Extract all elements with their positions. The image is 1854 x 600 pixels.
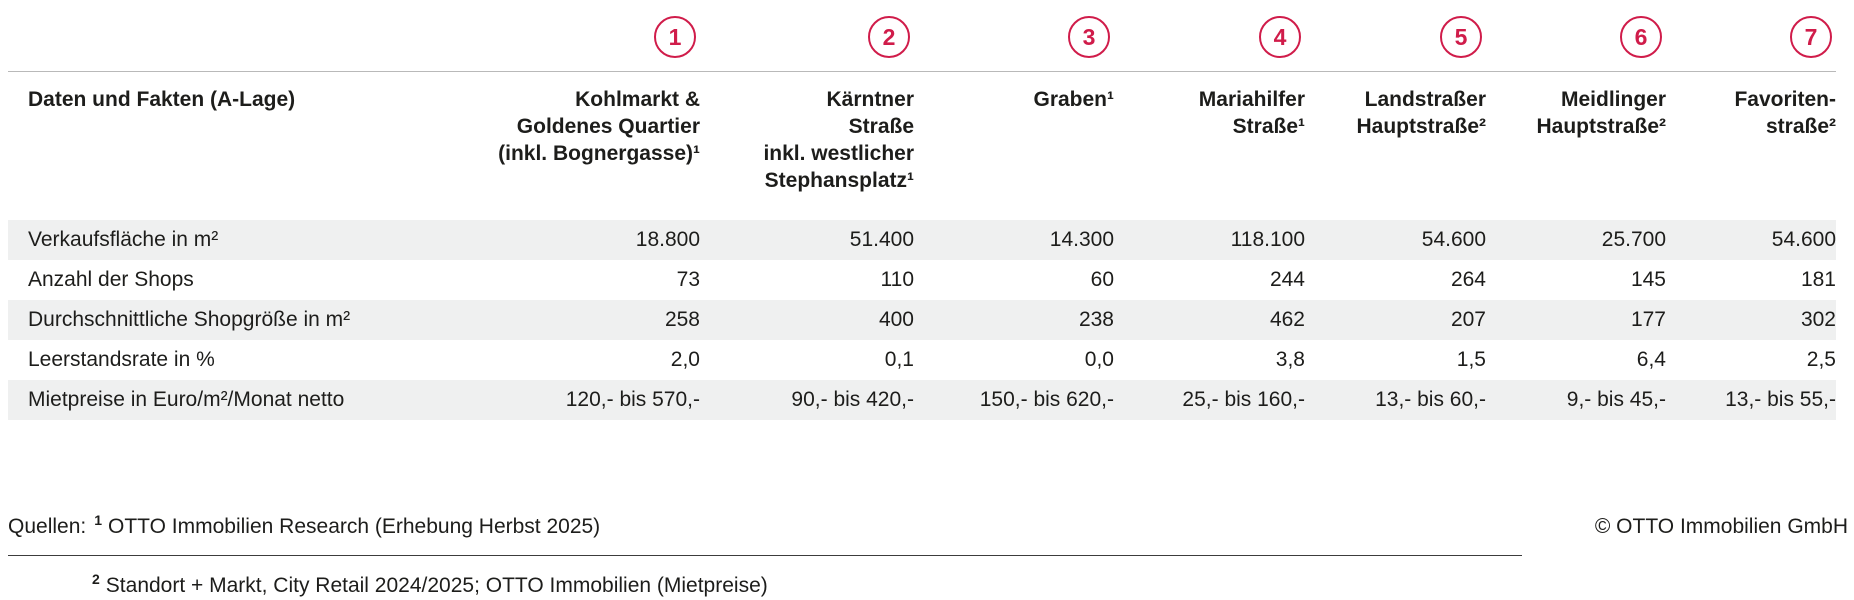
table-row: Verkaufsfläche in m² 18.800 51.400 14.30… [8, 220, 1836, 260]
sources-label: Quellen: [8, 515, 87, 538]
source-2-text: Standort + Markt, City Retail 2024/2025;… [105, 574, 768, 597]
cell-value: 462 [1269, 308, 1305, 331]
footnote-1-superscript: 1 [94, 512, 103, 528]
cell-value: 14.300 [1049, 228, 1114, 251]
cell-value: 13,- bis 60,- [1375, 388, 1486, 411]
cell-value: 0,1 [884, 348, 914, 371]
cell-value: 0,0 [1084, 348, 1114, 371]
cell-value: 51.400 [849, 228, 914, 251]
footer-sources-row: Quellen: 1 OTTO Immobilien Research (Erheb… [8, 506, 1848, 541]
copyright-notice: © OTTO Immobilien GmbH [1594, 515, 1848, 538]
row-label-anzahl-shops: Anzahl der Shops [28, 268, 194, 291]
cell-value: 258 [664, 308, 700, 331]
table-row: Mietpreise in Euro/m²/Monat netto 120,- … [8, 380, 1836, 420]
cell-value: 54.600 [1421, 228, 1486, 251]
row-label-mietpreise: Mietpreise in Euro/m²/Monat netto [28, 388, 345, 411]
data-facts-table: 1 2 3 4 5 6 7 Daten und Fakten (A-Lage) … [8, 0, 1836, 420]
cell-value: 264 [1450, 268, 1486, 291]
cell-value: 110 [880, 268, 914, 291]
location-marker-1: 1 [654, 16, 696, 58]
table-title: Daten und Fakten (A-Lage) [8, 71, 408, 220]
cell-value: 54.600 [1771, 228, 1836, 251]
marker-cell: 5 [1305, 0, 1486, 72]
row-label-leerstandsrate: Leerstandsrate in % [28, 348, 215, 371]
column-header-landstrasser-hauptstrasse: Landstraßer Hauptstraße² [1305, 71, 1486, 220]
column-header-graben: Graben¹ [914, 71, 1114, 220]
cell-value: 60 [1090, 268, 1114, 291]
cell-value: 3,8 [1275, 348, 1305, 371]
column-headers-row: Daten und Fakten (A-Lage) Kohlmarkt & Go… [8, 71, 1836, 220]
row-label-shopgroesse: Durchschnittliche Shopgröße in m² [28, 308, 351, 331]
marker-cell: 6 [1486, 0, 1666, 72]
table-row: Anzahl der Shops 73 110 60 244 264 145 1… [8, 260, 1836, 300]
footnote-2-superscript: 2 [92, 571, 100, 587]
location-marker-7: 7 [1790, 16, 1832, 58]
marker-cell: 7 [1666, 0, 1836, 72]
marker-cell: 3 [914, 0, 1114, 72]
marker-cell: 4 [1114, 0, 1305, 72]
cell-value: 244 [1269, 268, 1305, 291]
sources-note-1: Quellen: 1 OTTO Immobilien Research (Erheb… [8, 506, 600, 541]
cell-value: 181 [1800, 268, 1836, 291]
location-marker-3: 3 [1068, 16, 1110, 58]
footer: Quellen: 1 OTTO Immobilien Research (Erheb… [8, 506, 1848, 600]
cell-value: 73 [676, 268, 700, 291]
cell-value: 238 [1078, 308, 1114, 331]
cell-value: 25,- bis 160,- [1182, 388, 1305, 411]
location-marker-4: 4 [1259, 16, 1301, 58]
column-header-kohlmarkt: Kohlmarkt & Goldenes Quartier (inkl. Bog… [408, 71, 700, 220]
cell-value: 2,5 [1806, 348, 1836, 371]
footer-divider [8, 555, 1522, 556]
column-header-mariahilfer-strasse: Mariahilfer Straße¹ [1114, 71, 1305, 220]
cell-value: 118.100 [1230, 228, 1305, 251]
cell-value: 13,- bis 55,- [1725, 388, 1836, 411]
sources-note-2: 2 Standort + Markt, City Retail 2024/2025… [8, 565, 1848, 600]
column-header-favoritenstrasse: Favoriten- straße² [1666, 71, 1836, 220]
column-header-kaerntner-strasse: Kärntner Straße inkl. westlicher Stephan… [700, 71, 914, 220]
cell-value: 25.700 [1601, 228, 1666, 251]
cell-value: 302 [1800, 308, 1836, 331]
table-row: Durchschnittliche Shopgröße in m² 258 40… [8, 300, 1836, 340]
table-row: Leerstandsrate in % 2,0 0,1 0,0 3,8 1,5 … [8, 340, 1836, 380]
cell-value: 207 [1450, 308, 1486, 331]
cell-value: 6,4 [1636, 348, 1666, 371]
cell-value: 400 [878, 308, 914, 331]
cell-value: 1,5 [1456, 348, 1486, 371]
cell-value: 145 [1630, 268, 1666, 291]
cell-value: 18.800 [635, 228, 700, 251]
source-1-text: OTTO Immobilien Research (Erhebung Herbs… [108, 515, 601, 538]
cell-value: 177 [1630, 308, 1666, 331]
cell-value: 120,- bis 570,- [565, 388, 700, 411]
column-header-meidlinger-hauptstrasse: Meidlinger Hauptstraße² [1486, 71, 1666, 220]
location-markers-row: 1 2 3 4 5 6 7 [8, 0, 1836, 72]
location-marker-6: 6 [1620, 16, 1662, 58]
markers-row-spacer [8, 0, 408, 72]
location-marker-5: 5 [1440, 16, 1482, 58]
marker-cell: 2 [700, 0, 914, 72]
cell-value: 2,0 [670, 348, 700, 371]
marker-cell: 1 [408, 0, 700, 72]
location-marker-2: 2 [868, 16, 910, 58]
cell-value: 9,- bis 45,- [1566, 388, 1666, 411]
cell-value: 90,- bis 420,- [791, 388, 914, 411]
row-label-verkaufsflaeche: Verkaufsfläche in m² [28, 228, 219, 251]
cell-value: 150,- bis 620,- [979, 388, 1114, 411]
